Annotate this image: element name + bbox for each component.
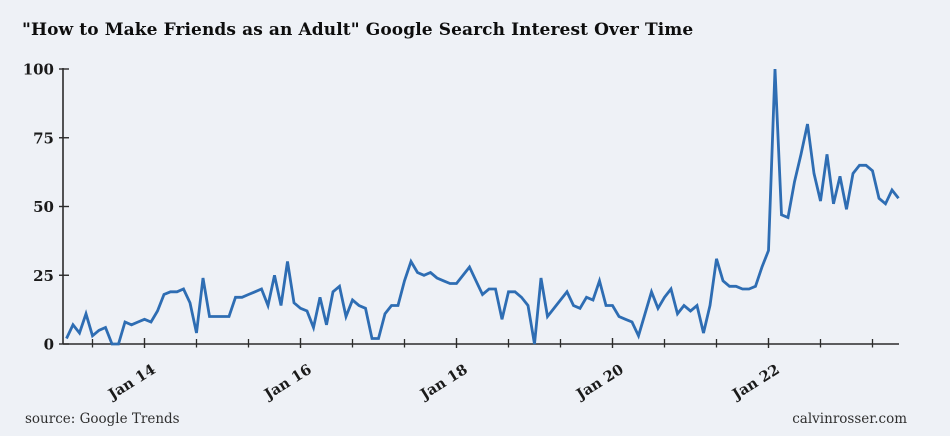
- x-tick-label: Jan 16: [260, 361, 315, 404]
- y-tick-label: 25: [33, 267, 54, 285]
- y-tick-label: 75: [33, 129, 54, 147]
- chart-title: "How to Make Friends as an Adult" Google…: [22, 20, 694, 40]
- y-tick-label: 50: [33, 198, 54, 216]
- x-tick-label: Jan 20: [572, 361, 627, 404]
- x-tick-label: Jan 18: [416, 361, 471, 404]
- x-tick-label: Jan 22: [728, 361, 783, 404]
- source-credit: source: Google Trends: [25, 411, 180, 427]
- search-interest-line: [65, 68, 900, 346]
- x-tick-label: Jan 14: [104, 361, 159, 404]
- y-tick-label: 0: [44, 336, 54, 354]
- site-credit: calvinrosser.com: [792, 411, 907, 427]
- y-tick-label: 100: [23, 61, 54, 79]
